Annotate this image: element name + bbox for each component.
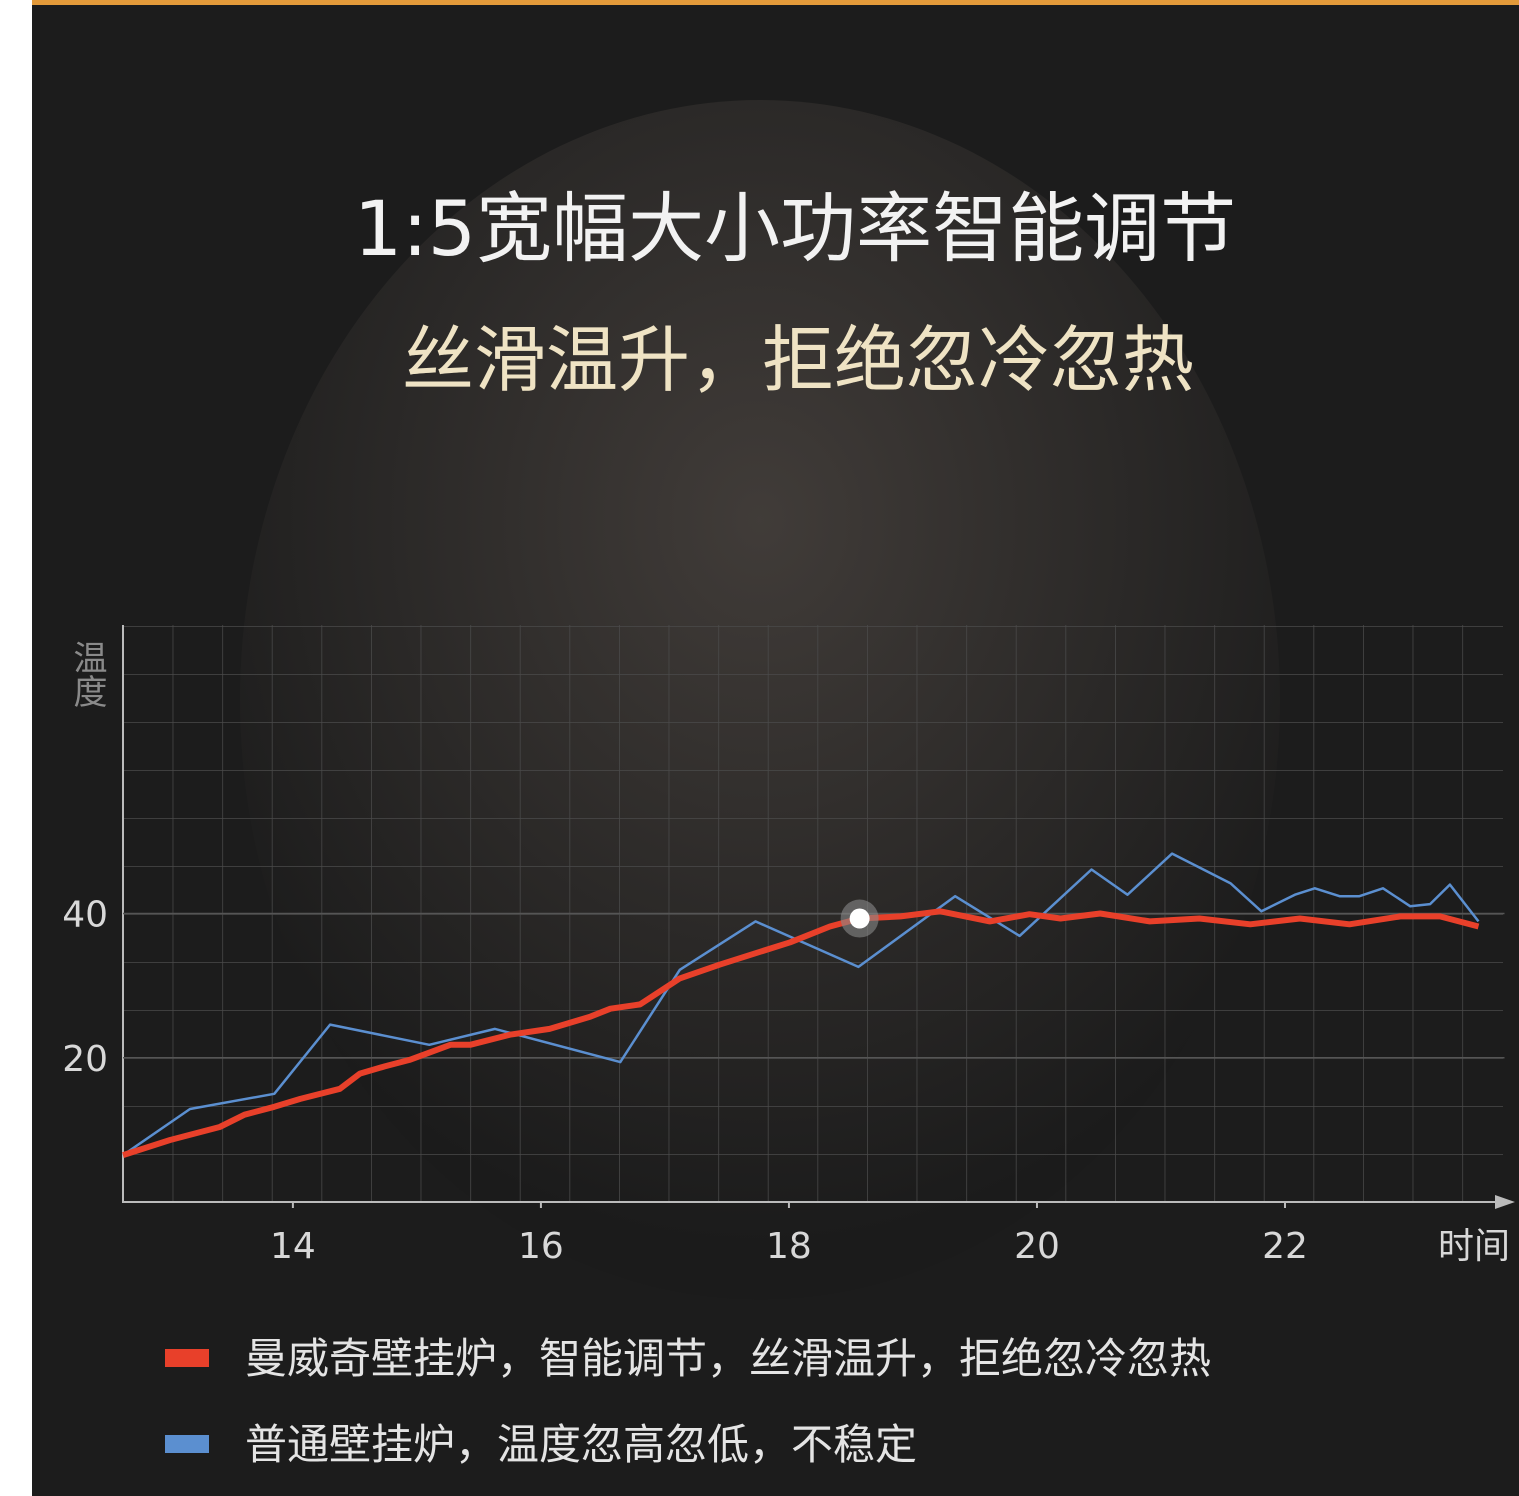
x-axis-arrow — [1495, 1195, 1515, 1209]
top-bar — [32, 0, 1519, 5]
legend-label: 曼威奇壁挂炉，智能调节，丝滑温升，拒绝忽冷忽热 — [245, 1334, 1211, 1383]
highlight-point — [849, 908, 870, 929]
y-tick-label: 20 — [62, 1039, 108, 1080]
x-tick-label: 22 — [1262, 1226, 1308, 1267]
y-tick-label: 40 — [62, 895, 108, 936]
legend-swatch — [165, 1435, 209, 1453]
x-tick-label: 18 — [766, 1226, 812, 1267]
x-axis-label: 时间 — [1438, 1226, 1510, 1267]
y-axis-label-text: 温度 — [67, 640, 107, 708]
x-tick-label: 14 — [270, 1226, 316, 1267]
line-series — [122, 852, 1480, 1157]
legend-label: 普通壁挂炉，温度忽高忽低，不稳定 — [245, 1420, 917, 1469]
legend-swatch — [165, 1349, 209, 1367]
x-tick-label: 20 — [1014, 1226, 1060, 1267]
x-tick-label: 16 — [518, 1226, 564, 1267]
line-series — [122, 908, 1480, 1158]
y-axis-label: 温度 — [67, 640, 107, 708]
subtitle: 丝滑温升，拒绝忽冷忽热 — [402, 318, 1194, 402]
title: 1:5宽幅大小功率智能调节 — [354, 184, 1236, 273]
